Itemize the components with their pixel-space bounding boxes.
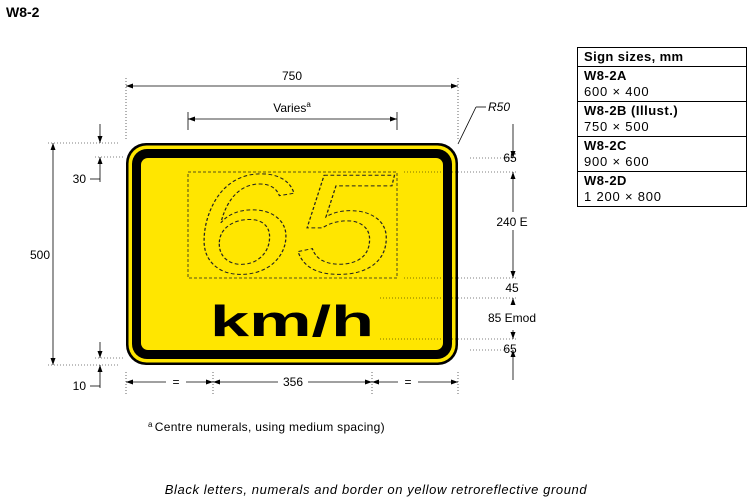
size-value: 750 × 500 [584, 119, 650, 134]
border-bottom-label: 10 [73, 379, 87, 393]
size-row: W8-2C 900 × 600 [578, 137, 746, 172]
dim-border-top: 30 [73, 124, 124, 186]
size-value: 1 200 × 800 [584, 189, 662, 204]
overall-width-label: 750 [282, 69, 302, 83]
dim-vertical-breakdown: 65 240 E 45 85 Emod 65 [380, 124, 536, 380]
dim-overall-height: 500 [30, 142, 120, 366]
numeral-area-box [187, 171, 398, 279]
bottom-left-label: = [172, 375, 179, 389]
size-row: W8-2A 600 × 400 [578, 67, 746, 102]
size-code: W8-2D [584, 173, 627, 188]
size-value: 900 × 600 [584, 154, 650, 169]
sign-sizes-table: Sign sizes, mm W8-2A 600 × 400 W8-2B (Il… [577, 47, 747, 207]
dim-bottom-breakdown: = 356 = [125, 372, 459, 396]
dim-corner-radius: R50 [457, 100, 510, 145]
figure-title: W8-2 [6, 4, 40, 20]
border-top-label: 30 [73, 172, 87, 186]
sign-panel: 65 km/h [126, 143, 458, 365]
bottom-right-label: = [404, 375, 411, 389]
top-margin-label: 65 [503, 151, 517, 165]
bottom-margin-label: 65 [503, 342, 517, 356]
dim-numeral-width: Variesa [187, 100, 398, 130]
footnote: a Centre numerals, using medium spacing) [148, 420, 385, 434]
size-code: W8-2A [584, 68, 627, 83]
sign-ground [141, 158, 443, 350]
dim-overall-width: 750 [125, 69, 459, 140]
speed-unit-text: km/h [210, 297, 374, 346]
numeral-width-label: Variesa [273, 100, 311, 115]
size-row: W8-2B (Illust.) 750 × 500 [578, 102, 746, 137]
bottom-center-label: 356 [283, 375, 303, 389]
unit-height-label: 85 Emod [488, 311, 536, 325]
gap-label: 45 [505, 281, 519, 295]
size-code: W8-2C [584, 138, 627, 153]
figure-caption: Black letters, numerals and border on ye… [165, 482, 588, 497]
speed-numerals: 65 [194, 145, 395, 304]
numeral-height-label: 240 E [496, 215, 527, 229]
corner-radius-label: R50 [488, 100, 510, 114]
size-code: W8-2B (Illust.) [584, 103, 679, 118]
size-row: W8-2D 1 200 × 800 [578, 172, 746, 206]
size-value: 600 × 400 [584, 84, 650, 99]
dim-border-bottom: 10 [73, 342, 124, 393]
overall-height-label: 500 [30, 248, 50, 262]
sign-sizes-header: Sign sizes, mm [578, 48, 746, 67]
